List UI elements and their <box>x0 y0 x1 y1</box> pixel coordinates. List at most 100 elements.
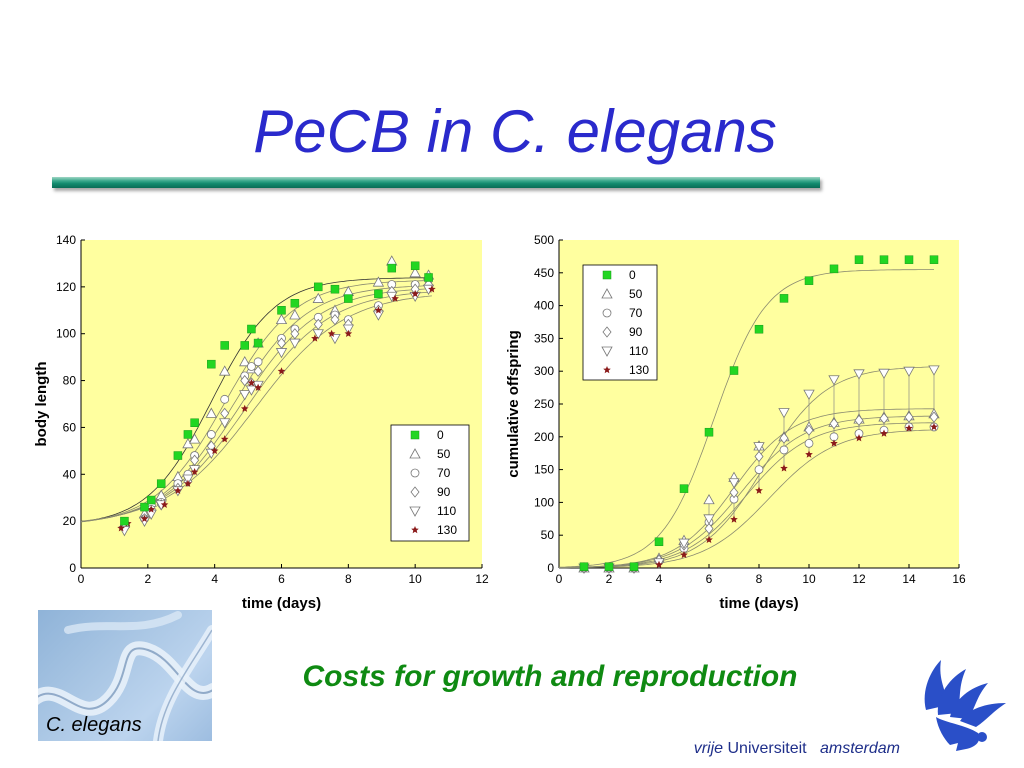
title-underline-bar <box>52 177 820 188</box>
brand-word-universiteit: Universiteit <box>727 740 807 757</box>
y-tick-label: 500 <box>534 233 554 247</box>
data-point <box>855 434 863 442</box>
y-axis-title: body length <box>33 362 50 447</box>
y-tick-label: 0 <box>547 561 554 575</box>
data-point <box>728 478 740 489</box>
data-point <box>253 357 263 367</box>
y-tick-label: 350 <box>534 331 554 345</box>
data-point <box>579 562 589 571</box>
data-point <box>854 414 864 427</box>
chart-2: 0 2 4 6 8 10 12 14 16 0 50 100 150 200 250 300 350 400 450… <box>505 233 966 612</box>
data-point <box>240 404 249 412</box>
data-point <box>146 495 156 505</box>
legend-label: 110 <box>629 344 648 358</box>
data-point <box>391 294 399 302</box>
data-point <box>184 479 192 487</box>
data-point <box>253 365 263 377</box>
data-point <box>879 412 889 425</box>
y-tick-label: 250 <box>534 397 554 411</box>
data-point <box>140 514 149 523</box>
x-tick-label: 16 <box>952 572 966 586</box>
data-point <box>410 261 420 271</box>
x-tick-label: 4 <box>656 572 663 586</box>
legend-label: 110 <box>437 504 456 518</box>
x-tick-label: 8 <box>345 572 352 586</box>
data-point <box>240 341 249 350</box>
y-tick-label: 40 <box>63 467 77 481</box>
data-point <box>703 514 715 525</box>
data-point <box>904 411 914 423</box>
data-point <box>289 338 301 349</box>
data-point <box>190 467 199 476</box>
data-point <box>853 369 865 380</box>
data-point <box>253 338 263 348</box>
data-point <box>928 365 940 376</box>
data-point <box>929 411 939 423</box>
data-point <box>411 289 419 298</box>
data-point <box>182 474 194 485</box>
slide-title: PeCB in C. elegans <box>253 98 777 165</box>
data-point <box>730 515 738 523</box>
data-point <box>210 446 219 455</box>
legend-marker <box>601 288 613 299</box>
photo-label: C. elegans <box>46 714 142 736</box>
fit-curve-0 <box>558 269 934 568</box>
data-point <box>330 284 340 294</box>
university-brand-text: vrije Universiteit amsterdam <box>0 740 900 758</box>
x-tick-label: 12 <box>852 572 866 586</box>
legend: 0 50 70 90 110 130 <box>582 264 658 381</box>
legend: 0 50 70 90 110 130 <box>390 424 470 542</box>
legend-marker <box>410 468 420 478</box>
y-tick-label: 20 <box>63 514 77 528</box>
data-point <box>878 368 890 379</box>
brand-word-amsterdam: amsterdam <box>819 740 900 757</box>
x-tick-label: 6 <box>706 572 713 586</box>
data-point <box>342 324 355 335</box>
data-point <box>312 292 324 303</box>
data-point <box>829 418 839 430</box>
data-point <box>804 424 814 436</box>
legend-marker <box>603 366 611 374</box>
data-point <box>220 435 229 443</box>
data-point <box>205 407 218 418</box>
legend-marker <box>601 346 613 357</box>
y-tick-label: 100 <box>56 327 76 341</box>
data-point <box>804 276 814 285</box>
data-point <box>160 500 169 508</box>
x-tick-label: 14 <box>902 572 916 586</box>
data-point <box>275 348 288 359</box>
x-tick-label: 8 <box>756 572 763 586</box>
legend-marker <box>409 506 421 517</box>
data-point <box>680 550 688 559</box>
data-point <box>247 324 256 334</box>
series-110 <box>118 284 435 537</box>
data-point <box>240 374 250 387</box>
data-point <box>173 451 183 460</box>
worm-illustration <box>38 611 212 741</box>
x-tick-label: 0 <box>78 572 85 586</box>
data-point <box>156 479 166 488</box>
data-point <box>805 450 813 458</box>
data-point <box>803 389 815 400</box>
legend-label: 130 <box>437 523 457 537</box>
x-tick-label: 6 <box>278 572 285 586</box>
data-point <box>247 362 256 371</box>
data-point <box>206 430 216 439</box>
data-point <box>424 273 433 282</box>
data-point <box>374 289 383 299</box>
data-point <box>219 418 231 429</box>
data-point <box>804 438 814 448</box>
data-point <box>704 427 714 437</box>
legend-label: 70 <box>629 306 643 320</box>
x-tick-label: 12 <box>475 572 489 586</box>
legend-label: 0 <box>629 268 636 282</box>
data-point <box>207 359 216 369</box>
legend-label: 0 <box>437 428 444 442</box>
x-axis-title: time (days) <box>242 595 321 612</box>
fit-curve-110 <box>80 291 432 522</box>
data-point <box>311 334 319 342</box>
legend-marker <box>602 326 612 338</box>
y-tick-label: 400 <box>534 299 554 313</box>
data-point <box>277 367 286 375</box>
